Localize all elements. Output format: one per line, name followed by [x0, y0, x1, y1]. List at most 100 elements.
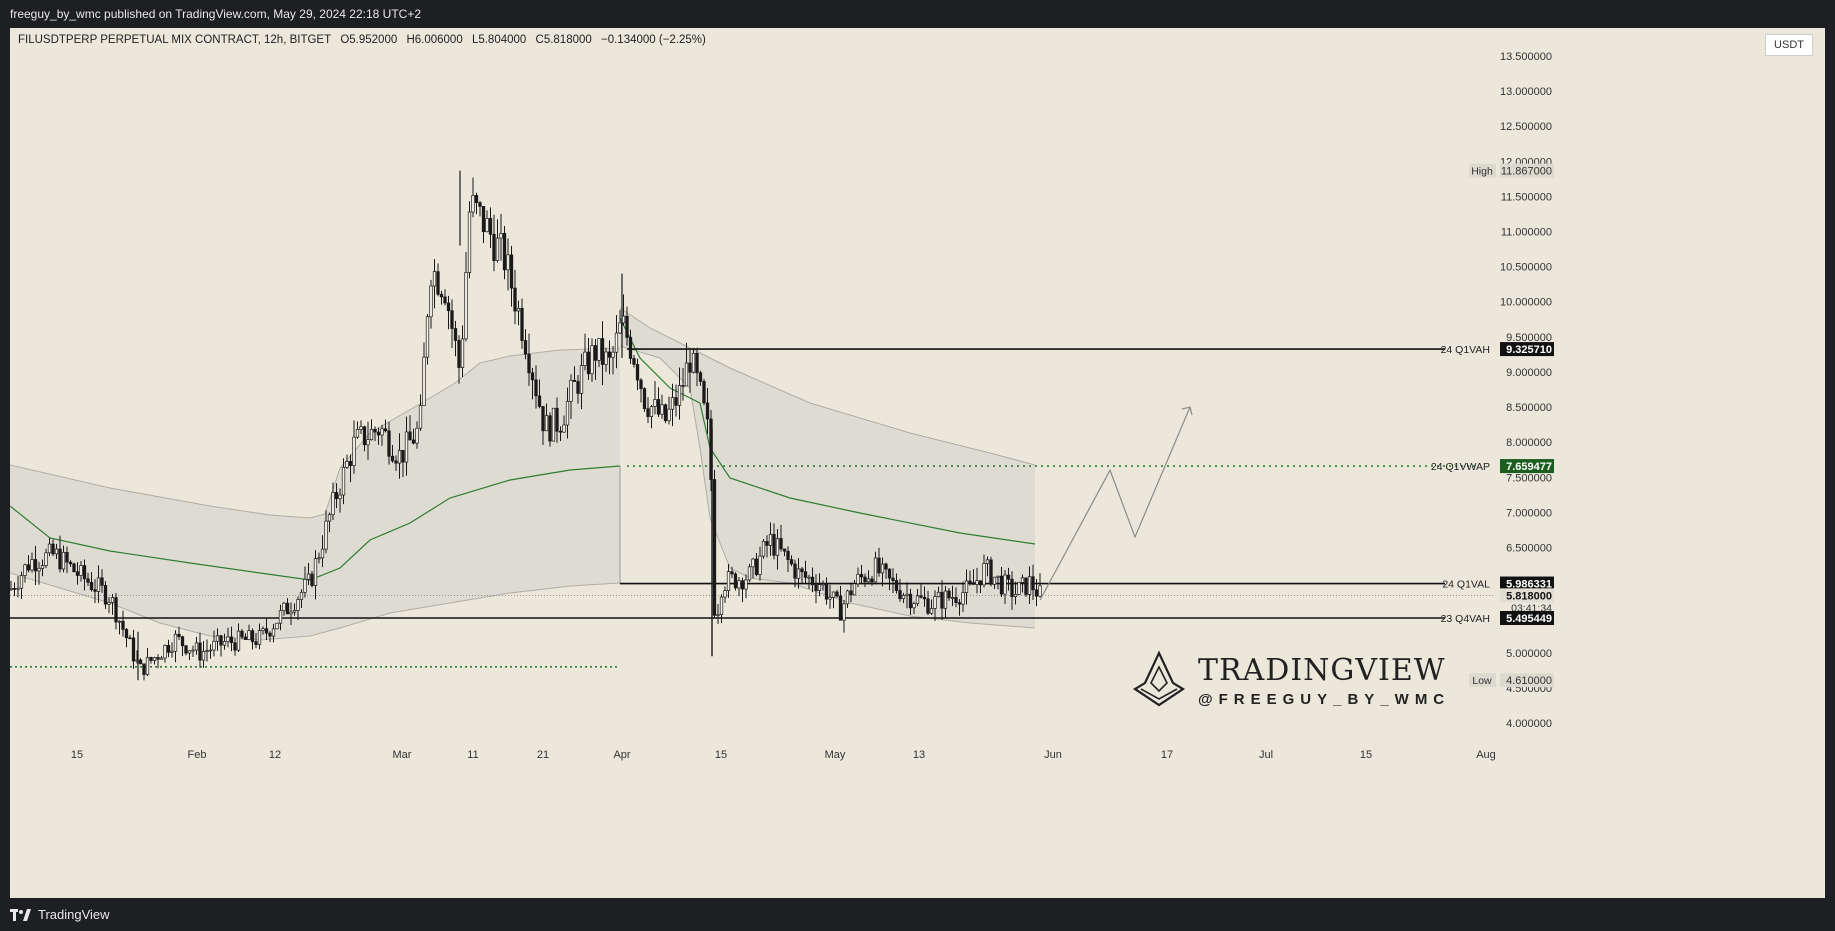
vwap-bands — [10, 307, 1036, 641]
candle-body — [786, 550, 790, 560]
candle-body — [537, 395, 542, 407]
candle-body — [597, 338, 601, 361]
candle-body — [208, 649, 213, 652]
candle-body — [425, 316, 430, 358]
y-tick-label: 7.500000 — [1506, 472, 1552, 484]
candle-body — [800, 568, 804, 573]
x-tick-label: Apr — [613, 749, 630, 761]
candle-body — [754, 558, 759, 575]
candle-body — [198, 642, 202, 661]
candle-body — [782, 548, 787, 552]
candle-body — [117, 620, 122, 623]
candle-body — [310, 573, 314, 586]
candle-body — [814, 584, 818, 591]
candle-body — [107, 601, 111, 605]
candle-body — [114, 597, 118, 623]
x-tick-label: May — [825, 749, 846, 761]
candle-body — [222, 641, 227, 646]
level-label: 23 Q4VAH — [1441, 613, 1490, 625]
low-marker-label: Low — [1472, 675, 1492, 687]
candle-body — [982, 563, 986, 586]
candle-body — [768, 533, 773, 546]
candle-body — [212, 640, 216, 651]
candle-body — [887, 568, 892, 579]
currency-selector[interactable]: USDT — [1765, 34, 1813, 56]
candle-body — [912, 603, 916, 609]
candle-body — [352, 436, 356, 466]
candle-body — [16, 587, 20, 590]
candle-body — [275, 622, 279, 630]
candle-body — [397, 450, 402, 464]
candle-body — [502, 232, 507, 271]
watermark-handle: @FREEGUY_BY_WMC — [1198, 691, 1450, 708]
candle-body — [37, 567, 41, 572]
candle-body — [586, 351, 591, 375]
candle-body — [695, 352, 699, 374]
candle-body — [849, 590, 853, 596]
candle-body — [1010, 578, 1014, 597]
candle-body — [383, 428, 388, 432]
candle-body — [793, 563, 797, 579]
candle-body — [271, 628, 276, 637]
candle-body — [471, 195, 475, 213]
candle-body — [313, 558, 318, 586]
legend-open: O5.952000 — [340, 34, 398, 46]
publisher-line: freeguy_by_wmc published on TradingView.… — [10, 7, 422, 21]
candle-body — [61, 551, 66, 570]
candle-body — [971, 582, 976, 585]
candle-body — [509, 254, 514, 289]
candle-body — [922, 596, 927, 600]
candle-body — [684, 362, 689, 387]
candle-body — [180, 636, 185, 647]
watermark-title: TRADINGVIEW — [1198, 653, 1446, 688]
x-tick-label: 15 — [715, 749, 727, 761]
candle-body — [705, 402, 710, 420]
candle-body — [373, 428, 377, 433]
y-tick-label: 11.000000 — [1501, 227, 1552, 239]
candle-body — [359, 426, 363, 430]
candle-body — [1027, 576, 1032, 595]
candle-body — [201, 650, 206, 661]
candle-body — [936, 591, 941, 598]
candle-body — [296, 599, 300, 611]
candle-body — [975, 580, 979, 585]
y-tick-label: 13.500000 — [1500, 51, 1552, 63]
chart-area[interactable]: 24 Q1VAH 24 Q1VWAP 24 Q1VAL 23 Q4VAH TRADIN… — [10, 28, 1825, 898]
candle-body — [422, 356, 426, 406]
candle-body — [205, 650, 209, 653]
candle-body — [166, 644, 171, 653]
candle-body — [789, 559, 794, 565]
q1vwap-tag-text: 7.659477 — [1506, 461, 1552, 473]
candle-body — [75, 571, 80, 576]
candle-body — [796, 568, 801, 579]
candle-body — [173, 633, 178, 652]
candle-body — [303, 579, 307, 593]
candle-body — [390, 455, 395, 462]
candle-body — [719, 596, 724, 616]
candle-body — [191, 649, 195, 652]
candle-body — [401, 450, 405, 463]
high-marker-label: High — [1471, 166, 1493, 178]
candle-body — [866, 578, 871, 583]
candle-body — [58, 548, 62, 570]
low-marker-value-bg — [1500, 673, 1554, 688]
candle-body — [870, 578, 874, 583]
legend-change: −0.134000 (−2.25%) — [601, 34, 706, 46]
candle-body — [170, 650, 174, 653]
candle-body — [506, 254, 510, 271]
x-axis: 15 Feb 12 Mar 11 21 Apr 15 May 13 Jun 17 Jul 15 Aug — [71, 749, 1496, 761]
candle-body — [961, 592, 965, 605]
candle-body — [460, 338, 465, 368]
price-chart[interactable]: 24 Q1VAH 24 Q1VWAP 24 Q1VAL 23 Q4VAH TRADIN… — [10, 28, 1825, 898]
candle-body — [702, 381, 706, 404]
candle-body — [1020, 577, 1025, 583]
candle-body — [674, 397, 678, 406]
y-tick-label: 10.000000 — [1500, 297, 1552, 309]
candle-body — [411, 439, 416, 444]
tradingview-logo — [1132, 650, 1186, 707]
candle-body — [261, 628, 265, 631]
candle-body — [740, 580, 745, 590]
candle-body — [229, 636, 234, 644]
candle-body — [464, 272, 468, 340]
candle-body — [289, 611, 293, 615]
